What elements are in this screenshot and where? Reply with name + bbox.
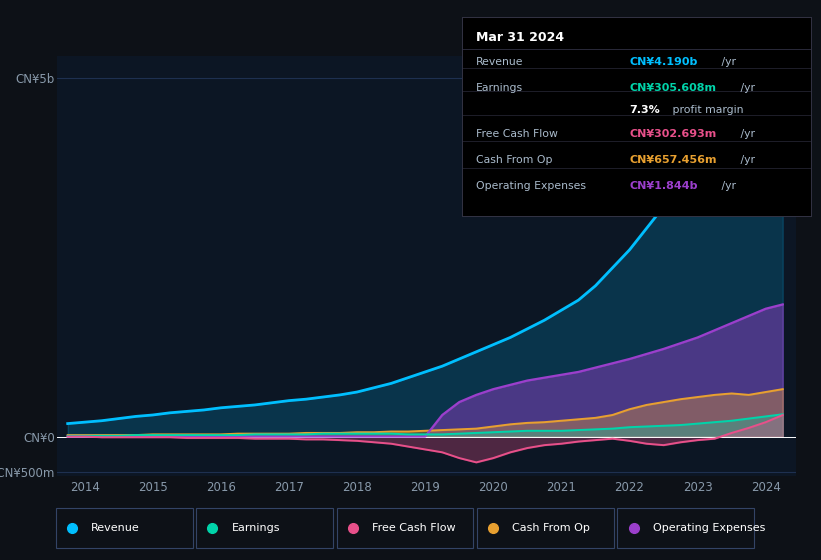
Text: CN¥657.456m: CN¥657.456m [630, 155, 718, 165]
Text: CN¥305.608m: CN¥305.608m [630, 83, 717, 94]
Text: /yr: /yr [718, 57, 736, 67]
Text: Revenue: Revenue [91, 523, 140, 533]
Text: Operating Expenses: Operating Expenses [653, 523, 765, 533]
Text: Cash From Op: Cash From Op [476, 155, 553, 165]
Text: Operating Expenses: Operating Expenses [476, 181, 586, 191]
Text: 7.3%: 7.3% [630, 105, 660, 115]
Text: /yr: /yr [718, 181, 736, 191]
Text: profit margin: profit margin [669, 105, 743, 115]
Text: Earnings: Earnings [476, 83, 523, 94]
Text: /yr: /yr [737, 129, 755, 139]
Text: CN¥4.190b: CN¥4.190b [630, 57, 698, 67]
Text: Earnings: Earnings [232, 523, 280, 533]
Text: CN¥302.693m: CN¥302.693m [630, 129, 717, 139]
Text: Free Cash Flow: Free Cash Flow [372, 523, 456, 533]
Text: Free Cash Flow: Free Cash Flow [476, 129, 558, 139]
Text: /yr: /yr [737, 83, 755, 94]
Text: Mar 31 2024: Mar 31 2024 [476, 31, 564, 44]
Text: /yr: /yr [737, 155, 755, 165]
Text: Revenue: Revenue [476, 57, 524, 67]
Text: CN¥1.844b: CN¥1.844b [630, 181, 698, 191]
Text: Cash From Op: Cash From Op [512, 523, 590, 533]
